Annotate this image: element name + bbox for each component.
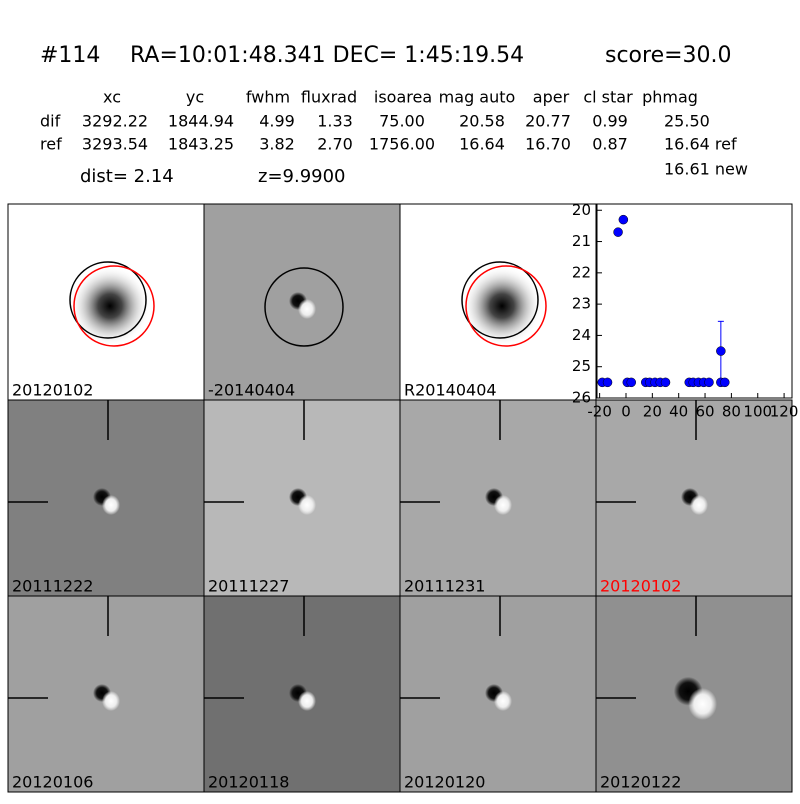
- x-tick-label: -20: [587, 403, 612, 421]
- y-tick-label: 20: [572, 201, 591, 219]
- dipole-light: [298, 495, 316, 515]
- x-tick-label: 0: [621, 403, 631, 421]
- y-tick-label: 22: [572, 263, 591, 281]
- row-label: ref: [40, 135, 62, 154]
- y-tick-label: 25: [572, 357, 591, 375]
- dipole-light: [298, 299, 316, 319]
- column-header: fwhm: [246, 88, 290, 107]
- table-cell: 2.70: [317, 135, 353, 154]
- table-cell: 16.70: [525, 135, 571, 154]
- panel-label: 20111231: [404, 577, 485, 596]
- table-cell: 1844.94: [168, 112, 234, 131]
- table-cell: 20.77: [525, 112, 571, 131]
- table-cell: 16.64: [459, 135, 505, 154]
- phmag-new: 16.61 new: [664, 160, 748, 179]
- star: [462, 266, 542, 346]
- table-cell: 4.99: [259, 112, 295, 131]
- y-tick-label: 26: [572, 389, 591, 407]
- panel-label: 20120122: [600, 773, 681, 792]
- column-header: cl star: [583, 88, 633, 107]
- table-cell: 1843.25: [168, 135, 234, 154]
- table-cell: 25.50: [664, 112, 710, 131]
- aperture-ref: [73, 265, 155, 347]
- plot-frame: [596, 203, 793, 399]
- panel-label: R20140404: [404, 381, 497, 400]
- dipole-light: [298, 691, 316, 711]
- point: [704, 377, 714, 388]
- x-tick-label: 80: [722, 403, 741, 421]
- y-tick-label: 21: [572, 232, 591, 250]
- table-cell: 3293.54: [82, 135, 148, 154]
- x-tick-label: 40: [669, 403, 688, 421]
- column-header: isoarea: [374, 88, 432, 107]
- column-header: xc: [103, 88, 121, 107]
- panel-label: 20120118: [208, 773, 289, 792]
- dipole-light: [102, 495, 120, 515]
- object-id: #114: [40, 43, 100, 68]
- column-header: phmag: [642, 88, 698, 107]
- table-cell: 0.87: [592, 135, 628, 154]
- x-tick-label: 120: [770, 403, 799, 421]
- table-cell: 1756.00: [369, 135, 435, 154]
- panel-label: 20120102: [600, 577, 681, 596]
- point: [618, 214, 629, 225]
- table-cell: 0.99: [592, 112, 628, 131]
- point: [613, 227, 623, 237]
- dipole-light: [102, 691, 120, 711]
- z: z=9.9900: [258, 166, 346, 187]
- dipole-light: [494, 691, 512, 711]
- x-tick-label: 100: [743, 403, 772, 421]
- dipole-light: [690, 495, 708, 515]
- panel-label: 20120102: [12, 381, 93, 400]
- table-cell: 16.64 ref: [664, 135, 737, 154]
- panel-label: 20111227: [208, 577, 289, 596]
- column-header: fluxrad: [301, 88, 357, 107]
- point: [716, 346, 726, 356]
- panel-label: 20120120: [404, 773, 485, 792]
- panel-label: 20111222: [12, 577, 93, 596]
- panel-label: -20140404: [208, 381, 295, 400]
- table-cell: 75.00: [379, 112, 425, 131]
- y-tick-label: 23: [572, 295, 591, 313]
- score: score=30.0: [605, 43, 732, 68]
- column-header: yc: [186, 88, 204, 107]
- table-cell: 1.33: [317, 112, 353, 131]
- x-tick-label: 60: [695, 403, 714, 421]
- aperture: [264, 267, 344, 347]
- table-cell: 3292.22: [82, 112, 148, 131]
- dist: dist= 2.14: [80, 166, 174, 187]
- point: [660, 377, 671, 388]
- aperture: [461, 261, 539, 339]
- point: [626, 377, 637, 388]
- dipole-light: [688, 688, 717, 720]
- y-tick-label: 24: [572, 326, 591, 344]
- aperture: [69, 261, 147, 339]
- panel-label: 20120106: [12, 773, 93, 792]
- x-tick-label: 20: [643, 403, 662, 421]
- point: [720, 377, 730, 388]
- column-header: aper: [533, 88, 570, 107]
- table-cell: 3.82: [259, 135, 295, 154]
- coordinates: RA=10:01:48.341 DEC= 1:45:19.54: [130, 43, 524, 68]
- star: [70, 266, 150, 346]
- aperture-ref: [465, 265, 547, 347]
- table-cell: 20.58: [459, 112, 505, 131]
- row-label: dif: [40, 112, 61, 131]
- column-header: mag auto: [439, 88, 516, 107]
- dipole-light: [494, 495, 512, 515]
- point: [602, 377, 613, 388]
